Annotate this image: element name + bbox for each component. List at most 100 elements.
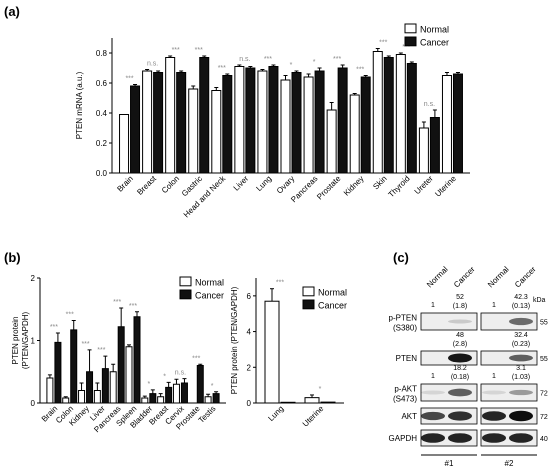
bar-cancer	[429, 117, 440, 174]
blot-quant-value: 1	[431, 302, 435, 309]
legend-label-normal: Normal	[318, 287, 347, 297]
bar-cancer	[86, 371, 94, 404]
bar-cancer	[452, 73, 463, 174]
bar-normal	[62, 397, 70, 404]
bar-normal	[304, 397, 320, 404]
bar-cancer	[320, 401, 336, 404]
blot-quant-ratio: (1.8)	[453, 303, 467, 310]
bar-cancer	[314, 70, 325, 174]
panel-label-c: (c)	[393, 250, 409, 265]
blot-band	[421, 390, 445, 395]
bar-normal	[349, 94, 360, 174]
significance-label: *	[313, 59, 316, 66]
blot-band	[448, 411, 472, 421]
blot-row-label: p-AKT	[394, 385, 417, 394]
blot-band	[482, 390, 506, 395]
blot-quant-ratio: (0.18)	[451, 374, 469, 381]
bar-cancer	[360, 76, 371, 174]
bar-normal	[418, 127, 429, 174]
blot-quant-value: 48	[456, 332, 464, 339]
bar-normal	[157, 396, 165, 404]
x-tick-label: Testis	[197, 404, 218, 425]
blot-quant-value: 18.2	[453, 365, 467, 372]
bar-normal	[257, 70, 268, 174]
bar-normal	[172, 383, 180, 404]
y-tick-label: 0.8	[96, 49, 108, 58]
bar-cancer	[268, 66, 279, 174]
blot-band	[448, 388, 472, 397]
bar-cancer	[133, 316, 141, 404]
y-tick-label: 6	[247, 292, 252, 301]
blot-row-label-sub: (S380)	[393, 324, 417, 333]
blot-row-label: GAPDH	[389, 434, 418, 443]
bar-cancer	[222, 75, 233, 174]
blot-quant-value: 1	[492, 302, 496, 309]
significance-label: ***	[50, 324, 58, 331]
x-tick-label: Lung	[254, 174, 273, 193]
blot-mw-label: 55	[540, 320, 548, 327]
x-tick-label: Liver	[232, 174, 251, 193]
x-tick-label: Uterine	[433, 174, 458, 199]
legend-swatch-normal	[404, 23, 417, 34]
blot-row-label: p-PTEN	[389, 314, 418, 323]
bar-cancer	[117, 326, 125, 404]
bar-cancer	[196, 365, 204, 404]
y-tick-label: 1	[31, 337, 36, 346]
legend-swatch-normal	[179, 276, 192, 287]
significance-label: n.s.	[424, 101, 435, 108]
blot-quant-value: 1	[492, 373, 496, 380]
y-tick-label: 0	[31, 399, 36, 408]
significance-label: *	[319, 386, 322, 393]
significance-label: ***	[356, 67, 364, 74]
significance-label: ***	[195, 47, 203, 54]
bar-normal	[441, 75, 452, 174]
y-tick-label: 2	[247, 363, 252, 372]
bar-normal	[204, 396, 212, 404]
significance-label: *	[163, 373, 166, 380]
significance-label: ***	[402, 44, 410, 51]
sample-label: #2	[505, 459, 514, 468]
bar-cancer	[383, 57, 394, 174]
significance-label: n.s.	[147, 61, 158, 68]
bar-cancer	[176, 72, 187, 174]
bar-normal	[165, 57, 176, 174]
significance-label: ***	[125, 76, 133, 83]
y-tick-label: 0.2	[96, 139, 108, 148]
bar-normal	[125, 346, 133, 404]
y-tick-label: 0.0	[96, 169, 108, 178]
blot-column-header: Normal	[486, 265, 511, 290]
chart-a: 0.0 0.2 0.4 0.6 0.8 PTEN mRNA (a.u.) *** Brain n…	[75, 23, 470, 219]
legend-label-normal: Normal	[420, 24, 449, 34]
bar-normal	[109, 371, 117, 404]
blot-quant-ratio: (0.13)	[512, 303, 530, 310]
y-tick-label: 4	[247, 328, 252, 337]
x-tick-label: Breast	[135, 174, 158, 197]
y-tick-label: 0.4	[96, 109, 108, 118]
bar-normal	[234, 66, 245, 174]
blot-membrane	[420, 312, 478, 331]
blot-quant-value: 32.4	[514, 332, 528, 339]
blot-membrane	[480, 383, 538, 402]
y-tick-label: 0.6	[96, 79, 108, 88]
blot-quant-value: 42.3	[514, 294, 528, 301]
bar-normal	[46, 377, 54, 404]
bar-normal	[303, 76, 314, 174]
x-tick-label: Skin	[371, 174, 388, 191]
x-tick-label: Thyroid	[387, 174, 412, 199]
significance-label: n.s.	[239, 56, 250, 63]
blot-row-label: PTEN	[396, 354, 418, 363]
legend-swatch-normal	[302, 286, 315, 297]
bar-cancer	[101, 368, 109, 404]
bar-normal	[326, 109, 337, 174]
significance-label: ***	[81, 341, 89, 348]
blot-band	[448, 433, 472, 443]
y-tick-label: 0	[247, 399, 252, 408]
blot-band	[421, 411, 445, 421]
blot-quant-ratio: (2.8)	[453, 341, 467, 348]
blot-quant-ratio: (0.23)	[512, 341, 530, 348]
chart-b2: 0 2 4 6 PTEN protein (PTEN/GAPDH) *** Lung * Ute…	[230, 278, 347, 429]
significance-label: ***	[113, 299, 121, 306]
bar-cancer	[337, 67, 348, 174]
blot-band	[482, 411, 506, 421]
